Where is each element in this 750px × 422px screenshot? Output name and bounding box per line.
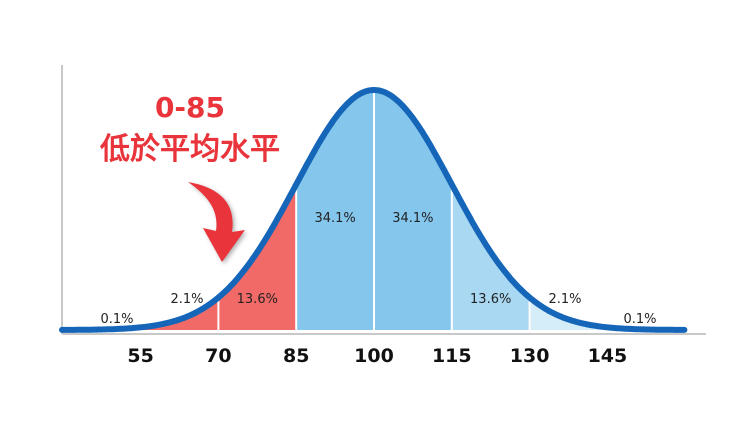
x-tick-label: 70 (205, 345, 231, 367)
segment-area (296, 90, 374, 330)
segment-percent-label: 2.1% (548, 292, 581, 307)
annotation-range: 0-85 (155, 91, 225, 124)
segment-area (374, 90, 452, 330)
segment-percent-label: 2.1% (170, 292, 203, 307)
x-tick-label: 130 (510, 345, 550, 367)
segment-area (529, 297, 608, 330)
x-tick-label: 145 (588, 345, 628, 367)
segment-percent-label: 34.1% (392, 211, 433, 226)
segment-percent-label: 0.1% (100, 312, 133, 327)
normal-curve (59, 87, 688, 333)
x-tick-label: 115 (432, 345, 472, 367)
segment-percent-label: 13.6% (237, 292, 278, 307)
segment-percent-label: 13.6% (470, 292, 511, 307)
x-tick-label: 100 (354, 345, 394, 367)
x-tick-label: 85 (283, 345, 309, 367)
segment-percent-label: 0.1% (623, 312, 656, 327)
arrow-down-icon (188, 182, 245, 262)
segment-percent-label: 34.1% (314, 211, 355, 226)
segment-area (140, 297, 219, 330)
x-tick-label: 55 (127, 345, 153, 367)
annotation-text: 低於平均水平 (99, 132, 280, 167)
